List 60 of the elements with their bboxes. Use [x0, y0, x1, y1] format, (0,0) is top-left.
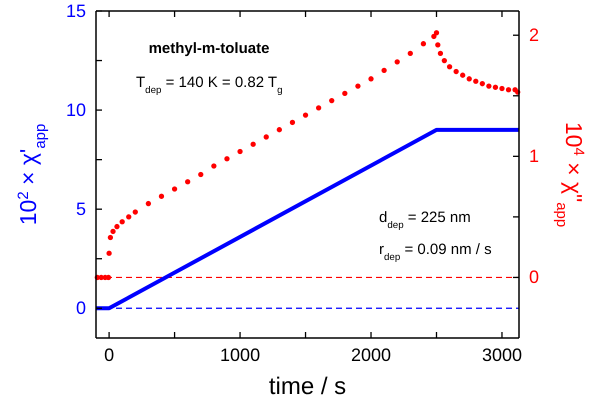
y2-tick-label: 1	[529, 146, 540, 166]
point	[355, 83, 361, 89]
point	[198, 172, 204, 178]
point	[434, 30, 440, 36]
point	[342, 90, 348, 96]
point	[329, 98, 334, 104]
point	[435, 42, 440, 48]
point	[250, 142, 256, 147]
point	[114, 224, 120, 230]
x-tick-label: 2000	[350, 344, 392, 365]
point	[442, 58, 447, 64]
point	[480, 81, 485, 86]
point	[460, 72, 466, 78]
point	[126, 214, 132, 220]
point	[224, 156, 230, 162]
point	[110, 228, 116, 234]
point	[172, 186, 178, 192]
y-tick-label: 0	[76, 298, 86, 318]
point	[185, 179, 190, 184]
point	[408, 50, 413, 56]
point	[211, 163, 217, 169]
x-tick-label: 0	[104, 344, 114, 365]
point	[473, 78, 478, 84]
point	[506, 87, 512, 92]
point	[492, 84, 498, 90]
point	[466, 76, 472, 82]
point	[446, 64, 452, 70]
point	[158, 194, 164, 199]
point	[368, 76, 374, 82]
y-tick-label: 10	[66, 100, 86, 120]
point	[120, 219, 125, 224]
x-axis-title: time / s	[268, 373, 346, 400]
x-tick-label: 3000	[482, 344, 522, 365]
point	[146, 200, 152, 206]
point	[302, 112, 308, 118]
point	[438, 50, 444, 56]
point	[420, 41, 426, 46]
point	[106, 250, 112, 256]
point	[499, 86, 505, 92]
y2-tick-label: 2	[529, 24, 540, 45]
point	[316, 105, 322, 111]
point	[276, 127, 282, 132]
point	[394, 59, 400, 65]
x-tick-label: 1000	[220, 344, 260, 365]
text: methyl-m-toluate	[148, 40, 270, 57]
annotation: T$_{dep}$ = 140 K = 0.82 T$_{g}$	[136, 74, 283, 96]
y-tick-label: 15	[66, 0, 86, 21]
point	[431, 34, 437, 40]
y2-tick-label: 0	[529, 267, 540, 288]
point	[132, 209, 138, 215]
point	[108, 234, 114, 240]
y-tick-label: 5	[76, 198, 86, 219]
point	[264, 134, 269, 140]
annotation: d$_{dep}$ = 225 nm	[379, 209, 471, 230]
point	[486, 83, 492, 89]
point	[381, 68, 387, 73]
point	[290, 120, 296, 126]
annotation: r$_{dep}$ = 0.09 nm / s	[379, 241, 492, 262]
point	[453, 68, 459, 74]
point	[237, 148, 243, 154]
